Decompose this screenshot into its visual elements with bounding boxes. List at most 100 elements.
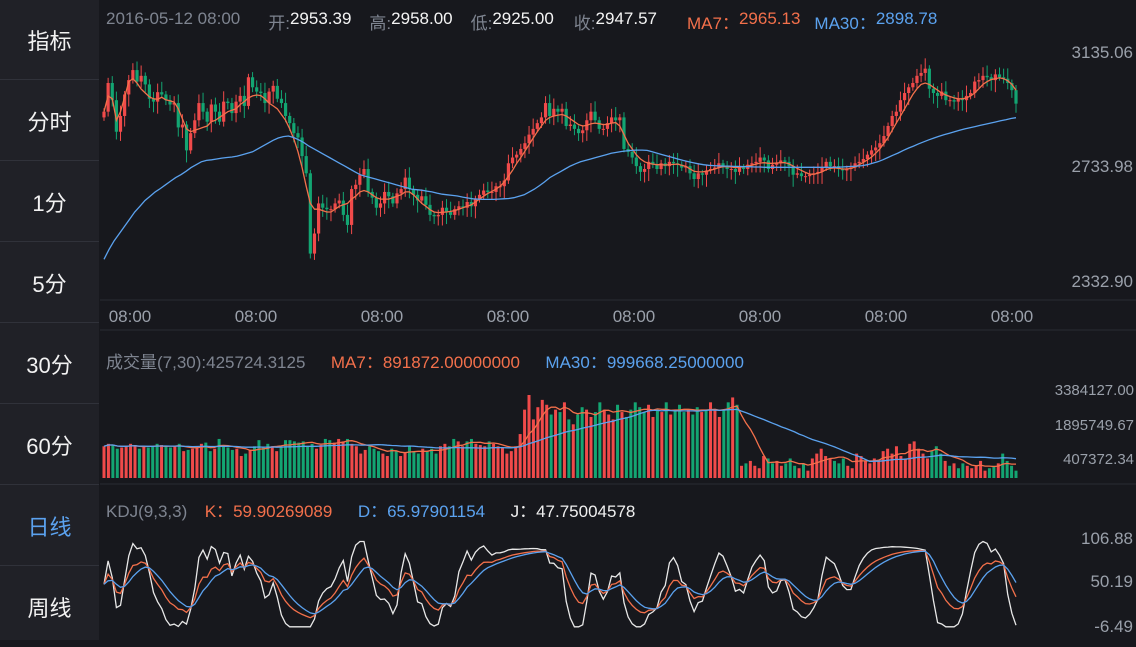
volume-bar [722,409,726,478]
candle-body [127,80,131,95]
sidebar-item-30min[interactable]: 30分 [0,324,99,404]
candle-body [416,194,420,201]
volume-bar [726,402,730,478]
candle-body [246,77,251,106]
volume-bar [713,409,717,478]
candle-body [209,104,213,122]
candle-body [902,93,907,101]
volume-bar [328,440,332,478]
volume-bar [819,448,823,478]
candle-body [725,166,729,170]
volume-bar [673,409,677,478]
volume-bar [226,447,230,478]
volume-bar [806,470,810,478]
candle-body [234,101,238,114]
candle-body [453,209,457,215]
sidebar-item-daily[interactable]: 日线 [0,486,99,566]
candle-body [861,158,865,162]
volume-bar [168,447,172,478]
time-tick-label: 08:00 [613,307,656,326]
candle-body [1010,82,1014,91]
ma7-label: MA7： [686,14,739,33]
volume-bar [500,447,504,478]
ma30-label: MA30： [814,14,876,33]
volume-bar [748,460,752,478]
candle-body [457,206,461,210]
candle-body [766,160,770,170]
volume-bar [129,443,133,478]
volume-bar [549,414,553,478]
candle-body [304,156,308,174]
candle-body [845,169,849,171]
sidebar-item-weekly[interactable]: 周线 [27,596,72,621]
ohlc-header: 2016-05-12 08:00 开: 2953.39 高: 2958.00 低… [106,9,937,34]
close-label: 收: [573,14,596,33]
candle-body [143,75,147,85]
volume-bar [801,463,805,478]
volume-bar [518,434,522,478]
chart-area[interactable]: 3135.06 2733.98 2332.90 08:00 08:00 08:00 08:0… [100,0,1136,640]
candle-body [230,103,234,114]
candle-body [226,101,230,104]
volume-bar [407,446,411,478]
candle-body [1002,77,1006,79]
sidebar-item-1min[interactable]: 1分 [0,162,99,242]
candle-body [659,163,663,170]
candle-body [630,151,634,158]
candle-body [791,166,795,175]
sidebar-item-5min[interactable]: 5分 [0,243,99,323]
candle-body [618,117,622,121]
volume-bar [669,414,673,478]
candle-body [977,80,981,82]
candle-body [638,166,643,172]
volume-bar [908,443,912,478]
sidebar-item-timeshare[interactable]: 分时 [0,81,99,161]
candle-body [436,214,440,217]
volume-bar [624,416,628,478]
sidebar-item-indicators[interactable]: 指标 [0,0,99,80]
candle-body [960,98,964,101]
volume-bar [111,445,115,478]
time-tick-label: 08:00 [487,307,530,326]
volume-bar [120,447,124,478]
candle-body [275,85,279,99]
sidebar-item-60min[interactable]: 60分 [0,405,99,485]
volume-bar [970,468,974,478]
candle-body [832,166,837,168]
volume-bar [930,451,934,478]
volume-bar [142,446,146,478]
candle-body [123,94,127,116]
volume-bar [160,445,164,478]
volume-bar [832,460,836,478]
volume-bar [133,445,137,478]
candle-body [671,161,676,164]
volume-bar [345,438,349,478]
volume-bar [837,463,841,478]
candle-body [383,191,387,204]
candle-body [647,161,651,170]
volume-bar [961,463,965,478]
candle-body [391,196,395,204]
candle-body [593,111,597,121]
volume-bar [102,446,106,478]
volume-bar [602,409,606,478]
volume-bar [647,404,651,478]
kdj-header: KDJ(9,3,3) K：59.90269089 D：65.97901154 J… [106,497,635,522]
volume-bar [704,409,708,478]
candle-body [308,173,312,254]
volume-bar [284,440,288,478]
price-ma30-line [103,117,1017,260]
volume-bar [487,441,491,478]
candle-body [486,190,490,192]
candle-body [808,174,812,177]
kline-chart-svg: 3135.06 2733.98 2332.90 08:00 08:00 08:00 08:0… [100,43,1136,636]
volume-bar [903,458,907,478]
volume-bar [771,463,775,478]
volume-bar [261,447,265,478]
candle-body [168,100,172,105]
volume-bar [1005,460,1009,478]
candle-body [502,180,506,187]
candle-body [316,203,321,234]
volume-bar [779,465,783,478]
volume-bar [461,446,465,478]
